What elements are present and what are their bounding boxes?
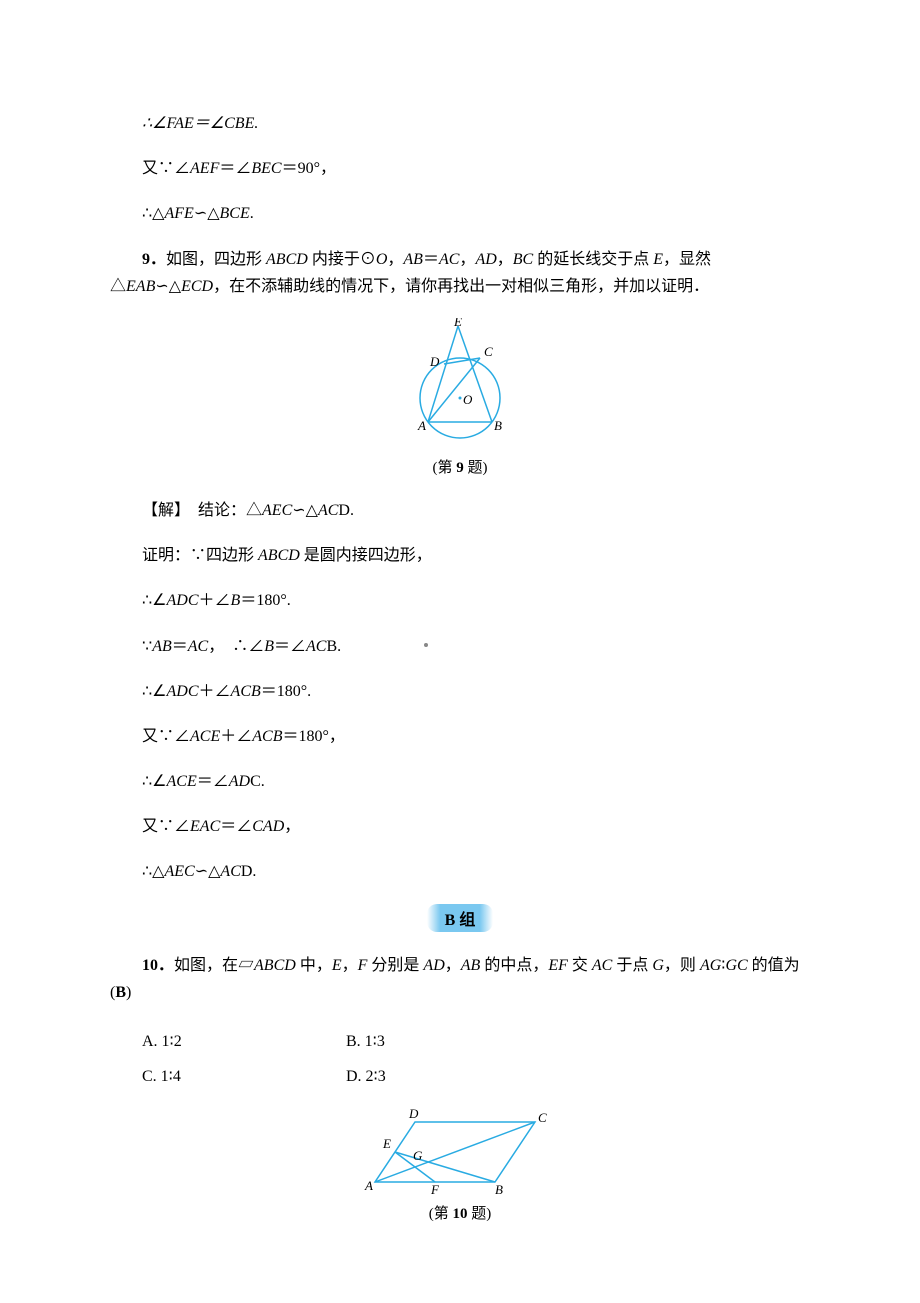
text: E <box>653 251 663 268</box>
label-f: F <box>430 1182 440 1194</box>
text: 于点 <box>612 957 652 974</box>
label-a: A <box>417 418 426 433</box>
text: 分别是 <box>367 957 423 974</box>
proof-line-1: ∴∠FAE＝∠CBE. <box>110 110 810 137</box>
q10-figure: A B C D E F G <box>110 1104 810 1194</box>
group-b-badge: B 组 <box>427 904 494 932</box>
center-dot-icon <box>459 396 462 399</box>
q9-sol-p2: ∴∠ADC＋∠B＝180°. <box>110 587 810 614</box>
option-row-2: C. 1∶4 D. 2∶3 <box>142 1059 810 1094</box>
text: AC <box>439 251 459 268</box>
q9-sol-p6: ∴∠ACE＝∠ADC. <box>110 768 810 795</box>
text: AC <box>592 957 612 974</box>
text: AD <box>423 957 444 974</box>
text: △ <box>169 278 181 295</box>
text: 如图，四边形 <box>166 251 266 268</box>
label-b: B <box>495 1182 503 1194</box>
text: ABCD <box>266 251 308 268</box>
label-d: D <box>429 354 440 369</box>
label-a: A <box>364 1178 373 1193</box>
label-d: D <box>408 1106 419 1121</box>
proof-line-2: 又∵∠AEF＝∠BEC＝90°， <box>110 155 810 182</box>
q9-sol-p8: ∴△AEC∽△ACD. <box>110 858 810 885</box>
text: AD <box>475 251 496 268</box>
bullet-icon <box>424 643 428 647</box>
text: ∴△AFE∽△BCE. <box>142 205 254 222</box>
q9-sol-p4: ∴∠ADC＋∠ACB＝180°. <box>110 678 810 705</box>
q9-figure: A B C D E O <box>110 318 810 448</box>
text: 内接于⊙ <box>308 251 376 268</box>
q10-caption: (第 10 题) <box>110 1202 810 1223</box>
text: ) <box>126 984 131 1001</box>
text: BC <box>513 251 533 268</box>
text: F <box>358 957 368 974</box>
group-b-wrap: B 组 <box>110 904 810 932</box>
page-content: ∴∠FAE＝∠CBE. 又∵∠AEF＝∠BEC＝90°， ∴△AFE∽△BCE.… <box>0 0 920 1303</box>
label-g: G <box>413 1148 423 1163</box>
q10-answer: B <box>115 984 126 1001</box>
text: EF <box>548 957 568 974</box>
line-ac <box>375 1122 535 1182</box>
text: 又∵∠AEF＝∠BEC＝90°， <box>142 160 336 177</box>
option-row-1: A. 1∶2 B. 1∶3 <box>142 1024 810 1059</box>
label-o: O <box>463 392 473 407</box>
q9-sol-p1: 证明：∵四边形 ABCD 是圆内接四边形， <box>110 542 810 569</box>
q9-sol-p3: ∵AB＝AC， ∴∠B＝∠ACB. <box>110 633 810 660</box>
text: AB <box>403 251 423 268</box>
q9-caption: (第 9 题) <box>110 456 810 477</box>
label-b: B <box>494 418 502 433</box>
text: ，在不添辅助线的情况下，请你再找出一对相似三角形，并加以证明． <box>213 278 709 295</box>
label-e: E <box>382 1136 391 1151</box>
label-c: C <box>538 1110 547 1125</box>
text: O <box>376 251 388 268</box>
q10-number: 10． <box>142 957 174 974</box>
text: 中， <box>296 957 332 974</box>
label-c: C <box>484 344 493 359</box>
text: ， <box>445 957 461 974</box>
option-d: D. 2∶3 <box>346 1059 386 1094</box>
option-a: A. 1∶2 <box>142 1024 342 1059</box>
text: G <box>652 957 664 974</box>
text: 如图，在▱ <box>174 957 254 974</box>
option-c: C. 1∶4 <box>142 1059 342 1094</box>
text: ∽ <box>155 278 168 295</box>
q9-sol-p5: 又∵∠ACE＋∠ACB＝180°， <box>110 723 810 750</box>
label-e: E <box>453 318 462 329</box>
text: ， <box>387 251 403 268</box>
text: ， <box>459 251 475 268</box>
text: ，则 <box>664 957 700 974</box>
text: AB <box>461 957 481 974</box>
q9-number: 9． <box>142 251 166 268</box>
line-be <box>458 326 492 422</box>
text: EAB <box>126 278 155 295</box>
proof-line-3: ∴△AFE∽△BCE. <box>110 200 810 227</box>
option-b: B. 1∶3 <box>346 1024 385 1059</box>
text: ， <box>497 251 513 268</box>
text: 的延长线交于点 <box>533 251 653 268</box>
text: GC <box>725 957 747 974</box>
text: ABCD <box>254 957 296 974</box>
text: 交 <box>568 957 592 974</box>
text: ∴∠FAE＝∠CBE. <box>142 115 258 132</box>
text: ECD <box>181 278 213 295</box>
q9-stem: 9．如图，四边形 ABCD 内接于⊙O，AB＝AC，AD，BC 的延长线交于点 … <box>110 246 810 300</box>
text: AG <box>700 957 721 974</box>
line-ae <box>428 326 458 422</box>
q10-svg: A B C D E F G <box>355 1104 565 1194</box>
q9-sol-head: 【解】 结论：△AEC∽△ACD. <box>110 497 810 524</box>
text: E <box>332 957 342 974</box>
text: ， <box>342 957 358 974</box>
q10-options: A. 1∶2 B. 1∶3 C. 1∶4 D. 2∶3 <box>142 1024 810 1094</box>
text: 的中点， <box>480 957 548 974</box>
q10-stem: 10．如图，在▱ABCD 中，E，F 分别是 AD，AB 的中点，EF 交 AC… <box>110 952 810 1006</box>
q9-svg: A B C D E O <box>390 318 530 448</box>
text: ＝ <box>423 251 439 268</box>
q9-sol-p7: 又∵∠EAC＝∠CAD， <box>110 813 810 840</box>
